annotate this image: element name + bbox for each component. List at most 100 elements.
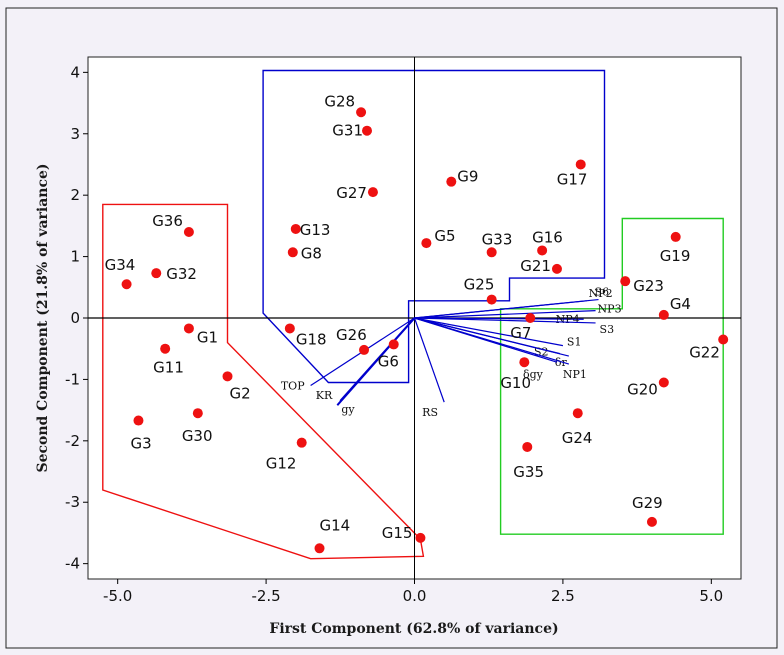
x-axis: -5.0 -2.5 0.0 2.5 5.0 [103,579,723,605]
point-G27 [367,187,378,198]
y-tick-label: 2 [70,186,80,204]
vector-line-bold-gy [336,317,416,406]
point-G18 [284,323,295,334]
point-G13 [290,223,301,234]
point-G15 [415,532,426,543]
vector-label: NP4 [556,313,580,326]
point-G8 [287,247,298,258]
point-label: G28 [324,92,355,110]
point-G12 [296,437,307,448]
vector-line-S6 [414,298,599,319]
y-tick-label: -2 [65,432,80,450]
point-label: G30 [182,427,213,445]
point-G14 [314,543,325,554]
point-label: G27 [336,184,367,202]
x-axis-label: First Component (62.8% of variance) [269,621,558,637]
point-G36 [183,227,194,238]
vector-label: S3 [600,323,615,336]
point-G3 [133,415,144,426]
vector-label: NP2 [589,287,613,300]
x-tick-label: 0.0 [403,587,427,605]
x-tick-label: -2.5 [251,587,280,605]
point-label: G1 [197,328,218,346]
vector-label: KR [316,389,333,402]
point-label: G3 [130,435,151,453]
vector-line-δgy [414,317,558,363]
point-G22 [718,334,729,345]
vector-label: NP3 [598,303,622,316]
point-label: G12 [266,455,297,473]
point-G7 [525,313,536,323]
point-G2 [222,371,233,382]
point-label: G5 [434,227,455,245]
point-G32 [151,268,162,279]
point-label: G24 [562,429,593,447]
point-G25 [486,294,497,305]
point-G19 [670,231,681,242]
point-label: G32 [166,265,197,283]
group-outlines [102,69,724,560]
y-tick-label: -4 [65,555,80,573]
point-label: G13 [300,221,331,239]
point-G1 [183,323,194,334]
point-G10 [519,357,530,368]
vector-line-S3 [414,317,596,324]
point-G11 [160,343,171,354]
group-outline-1 [262,69,606,384]
point-label: G16 [532,228,563,246]
point-label: G18 [296,330,327,348]
point-G20 [658,377,669,388]
point-label: G7 [510,324,531,342]
vector-label: δr [555,356,568,369]
x-tick-label: -5.0 [103,587,132,605]
point-G5 [421,238,432,249]
point-label: G15 [382,524,413,542]
y-tick-label: -1 [65,370,80,388]
point-label: G33 [482,230,513,248]
point-label: G29 [632,494,663,512]
x-tick-label: 5.0 [699,587,723,605]
vector-line-NP3 [414,310,596,319]
point-G31 [362,125,373,136]
point-label: G11 [153,359,184,377]
point-label: G23 [633,277,664,295]
point-label: G35 [513,463,544,481]
y-tick-label: 4 [70,63,80,81]
point-label: G20 [627,380,658,398]
point-G9 [446,176,457,187]
x-tick-label: 2.5 [551,587,575,605]
point-G33 [486,247,497,258]
vector-line-S1 [414,317,564,347]
y-tick-label: 3 [70,125,80,143]
point-label: G25 [464,276,495,294]
point-label: G14 [320,516,351,534]
group-outline-2 [102,203,425,560]
point-G17 [575,159,586,170]
vector-line-RS [413,317,445,403]
y-tick-label: -3 [65,493,80,511]
point-G28 [356,107,367,118]
point-G24 [572,408,583,419]
point-label: G9 [457,168,478,186]
y-axis-label: Second Component (21.8% of variance) [35,163,51,472]
data-points: G28 G31 G27 G9 G17 G36 G13 G8 G5 G33 G16 G21 G19 G34 G… [105,92,729,554]
point-label: G21 [520,257,551,275]
point-G21 [551,263,562,274]
point-G29 [646,516,657,527]
point-G35 [522,441,533,452]
point-label: G2 [230,384,251,402]
point-label: G34 [105,256,136,274]
vector-label: δgy [523,368,544,381]
point-G4 [658,309,669,320]
point-G23 [620,276,631,287]
point-label: G4 [670,295,691,313]
point-label: G17 [557,170,588,188]
vector-label: gy [341,403,355,416]
point-label: G31 [332,122,363,140]
group-outline-3 [499,217,724,535]
point-label: G6 [378,352,399,370]
vector-label: RS [422,406,438,419]
